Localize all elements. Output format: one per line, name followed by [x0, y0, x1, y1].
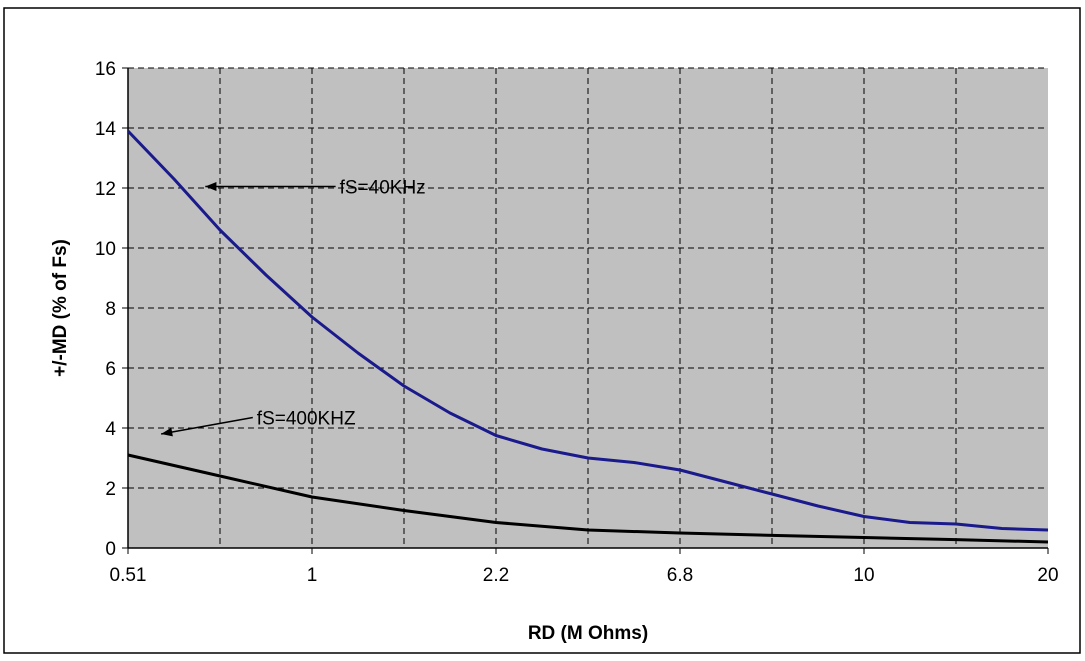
annotations: fS=40KHz fS=400KHZ — [160, 178, 426, 437]
annotation-label: fS=400KHZ — [257, 409, 356, 430]
y-tick-label: 16 — [95, 59, 116, 80]
y-tick-label: 2 — [105, 479, 116, 500]
annotation-arrow-head — [205, 182, 217, 191]
x-tick-label: 10 — [853, 565, 874, 586]
annotation-arrow-line — [160, 416, 253, 435]
x-tick-label: 2.2 — [483, 565, 509, 586]
y-tick-label: 4 — [105, 419, 116, 440]
series-line-2 — [127, 453, 1049, 544]
x-tick-label: 1 — [307, 565, 318, 586]
y-tick-label: 14 — [95, 119, 117, 140]
y-tick-label: 10 — [95, 239, 116, 260]
y-tick-label: 8 — [105, 299, 116, 320]
y-tick-label: 6 — [105, 359, 116, 380]
y-axis-label: +/-MD (% of Fs) — [50, 239, 71, 377]
axes — [122, 67, 1049, 554]
x-tick-label: 20 — [1037, 565, 1058, 586]
grid-lines — [128, 67, 1048, 548]
tick-labels: 0 2 4 6 8 10 12 14 16 0.51 1 2.2 6.8 10 20 — [95, 59, 1059, 586]
annotation-arrow-head — [161, 427, 173, 437]
series-line-1 — [126, 129, 1049, 532]
x-tick-label: 6.8 — [667, 565, 693, 586]
series-lines — [126, 129, 1049, 544]
x-axis-label: RD (M Ohms) — [528, 623, 648, 644]
y-tick-label: 12 — [95, 179, 116, 200]
y-tick-label: 0 — [105, 539, 116, 560]
x-tick-label: 0.51 — [110, 565, 147, 586]
annotation-label: fS=40KHz — [340, 178, 426, 199]
